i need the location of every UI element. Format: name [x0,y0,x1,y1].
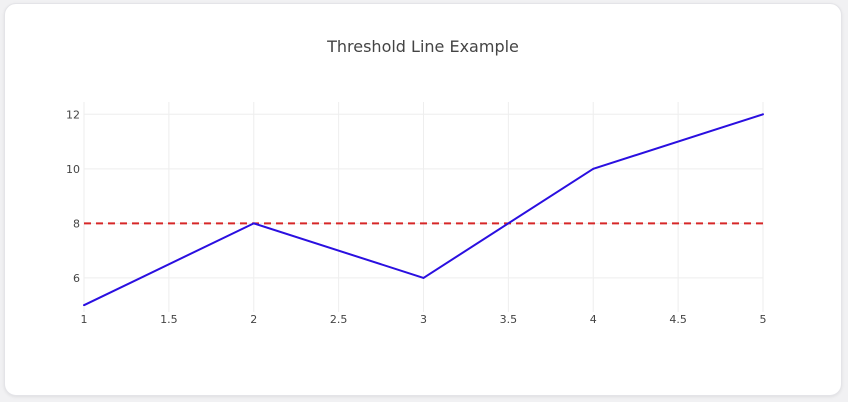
x-tick-label: 2.5 [330,313,348,326]
y-tick-label: 12 [66,108,80,121]
data-point [762,113,764,116]
x-tick-label: 1 [81,313,88,326]
y-tick-label: 8 [73,217,80,230]
data-point [252,222,255,225]
data-point [422,276,425,279]
y-tick-label: 6 [73,272,80,285]
y-tick-label: 10 [66,163,80,176]
data-point [592,167,595,170]
x-tick-label: 4 [590,313,597,326]
grid-lines [83,102,764,312]
x-tick-label: 2 [250,313,257,326]
y-axis-ticks: 6 8 10 12 [66,108,80,285]
x-tick-label: 1.5 [160,313,178,326]
chart-title: Threshold Line Example [326,37,519,56]
plot-marks [83,113,764,307]
x-tick-label: 3 [420,313,427,326]
data-point [83,304,85,307]
x-tick-label: 4.5 [669,313,687,326]
x-axis-ticks: 1 1.5 2 2.5 3 3.5 4 4.5 5 [81,313,767,326]
x-tick-label: 3.5 [500,313,518,326]
x-tick-label: 5 [760,313,767,326]
